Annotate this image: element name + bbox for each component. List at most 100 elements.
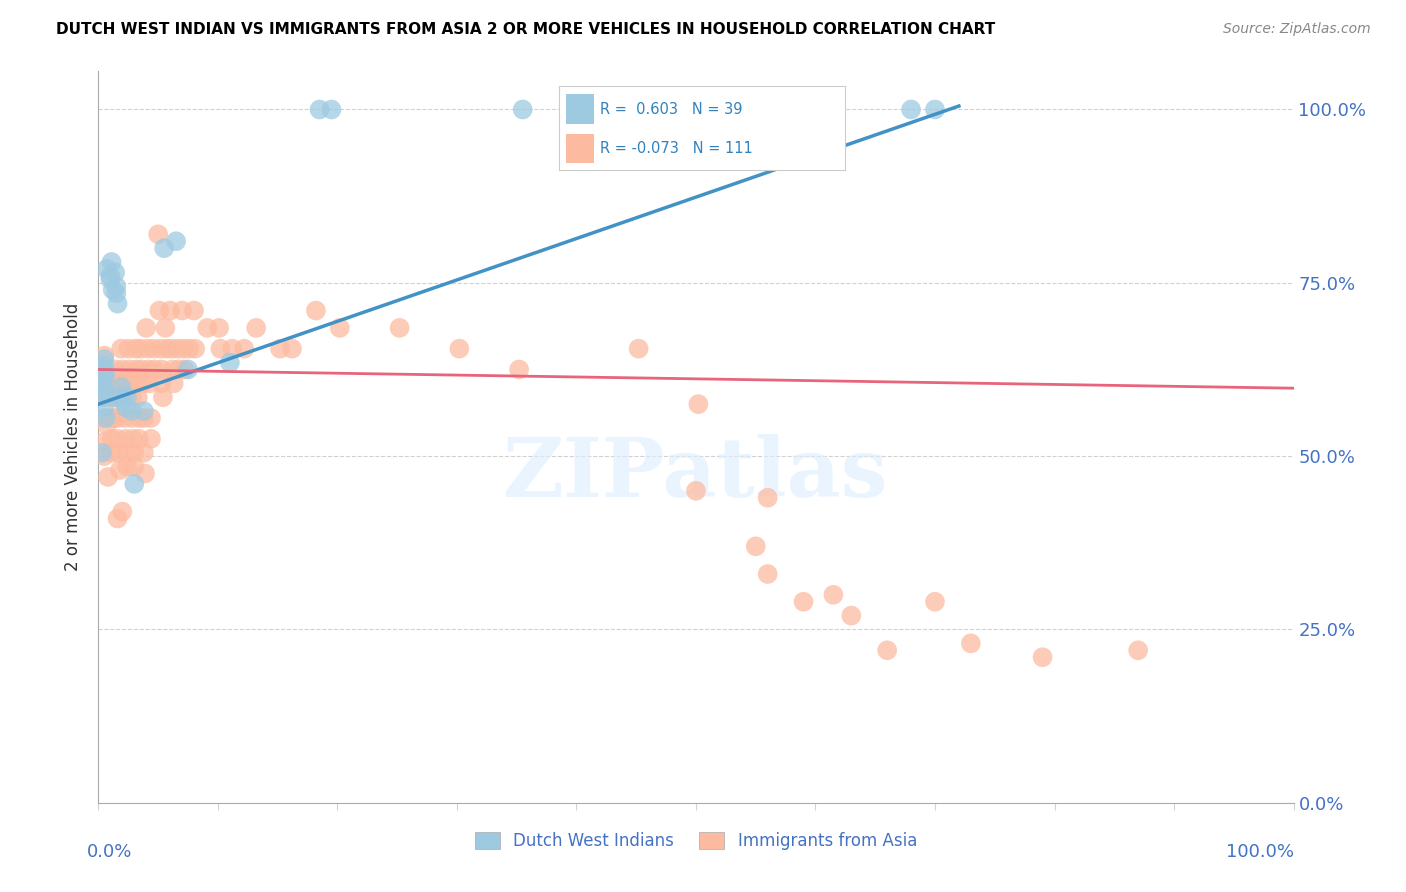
Point (139, 432, 162, 446)
Text: 100.0%: 100.0% (1226, 843, 1294, 861)
Point (93, 352, 115, 367)
Point (129, 342, 152, 356)
Point (124, 459, 146, 474)
Point (110, 380, 132, 394)
Point (93, 384, 115, 398)
Point (152, 390, 174, 404)
Point (107, 445, 129, 459)
Point (94, 411, 117, 425)
Point (103, 390, 125, 404)
Point (103, 411, 125, 425)
Point (115, 432, 138, 446)
Point (111, 505, 134, 519)
Point (114, 411, 136, 425)
Point (131, 376, 153, 391)
Point (159, 303, 181, 318)
Point (155, 342, 177, 356)
Text: ZIPatlas: ZIPatlas (503, 434, 889, 514)
Point (91, 380, 114, 394)
Point (117, 342, 139, 356)
Point (91, 445, 114, 459)
Point (94, 376, 117, 391)
Point (98, 268, 122, 283)
Point (162, 362, 184, 376)
Point (105, 279, 128, 293)
Point (219, 355, 242, 369)
Point (108, 390, 131, 404)
Point (876, 643, 898, 657)
Point (124, 476, 146, 491)
Point (165, 234, 187, 248)
Point (960, 636, 983, 650)
Point (163, 376, 186, 391)
Point (91, 362, 114, 376)
Point (110, 342, 132, 356)
Point (269, 342, 291, 356)
Text: Source: ZipAtlas.com: Source: ZipAtlas.com (1223, 22, 1371, 37)
Text: DUTCH WEST INDIAN VS IMMIGRANTS FROM ASIA 2 OR MORE VEHICLES IN HOUSEHOLD CORREL: DUTCH WEST INDIAN VS IMMIGRANTS FROM ASI… (56, 22, 995, 37)
Point (107, 511, 129, 525)
Point (153, 241, 176, 255)
Point (98, 411, 122, 425)
Point (321, 103, 343, 117)
Point (96, 262, 118, 277)
Point (756, 567, 779, 582)
Point (924, 595, 946, 609)
Point (135, 321, 157, 335)
Point (93, 349, 115, 363)
Point (118, 362, 141, 376)
Point (233, 342, 256, 356)
Point (449, 342, 471, 356)
Point (167, 362, 190, 376)
Point (148, 303, 170, 318)
Point (111, 362, 134, 376)
Point (125, 362, 148, 376)
Point (512, 103, 534, 117)
Point (91, 435, 114, 450)
Point (823, 588, 845, 602)
Point (183, 303, 205, 318)
Point (281, 342, 304, 356)
Point (107, 432, 129, 446)
Point (131, 362, 153, 376)
Point (91, 390, 114, 404)
Point (149, 342, 172, 356)
Point (132, 411, 155, 425)
Point (98, 390, 122, 404)
Point (93, 449, 115, 463)
Point (508, 362, 530, 376)
Legend: Dutch West Indians, Immigrants from Asia: Dutch West Indians, Immigrants from Asia (468, 825, 924, 856)
Point (685, 483, 707, 498)
Point (115, 445, 138, 459)
Point (115, 401, 138, 415)
Point (173, 362, 195, 376)
Point (177, 362, 200, 376)
Point (120, 376, 142, 391)
Point (93, 369, 115, 384)
Point (104, 362, 127, 376)
Point (308, 103, 330, 117)
Point (115, 390, 138, 404)
Point (125, 376, 148, 391)
Point (160, 342, 183, 356)
Point (91, 390, 114, 404)
Point (105, 286, 128, 301)
Point (150, 376, 173, 391)
Point (132, 445, 155, 459)
Point (139, 376, 162, 391)
Point (93, 401, 115, 415)
Point (209, 342, 232, 356)
Point (627, 342, 650, 356)
Point (128, 411, 150, 425)
Point (100, 255, 122, 269)
Point (128, 432, 150, 446)
Point (166, 342, 188, 356)
Point (142, 342, 165, 356)
Point (98, 380, 121, 394)
Point (172, 303, 194, 318)
Point (101, 283, 124, 297)
Point (91, 411, 114, 425)
Text: 0.0%: 0.0% (87, 843, 132, 861)
Point (688, 397, 710, 411)
Point (93, 359, 115, 373)
